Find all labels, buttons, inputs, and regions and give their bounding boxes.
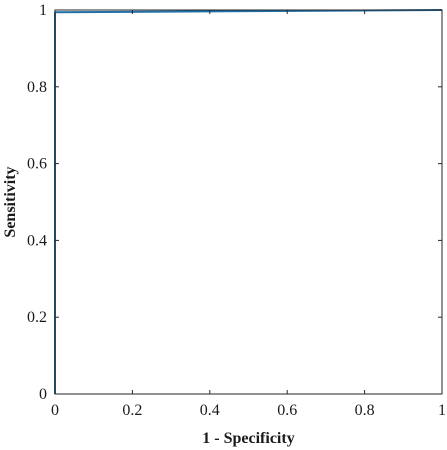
- x-tick-label: 0.8: [355, 402, 375, 419]
- y-tick-label: 1: [39, 2, 47, 19]
- y-tick-label: 0.6: [27, 156, 47, 173]
- x-tick-label: 0: [51, 402, 59, 419]
- y-axis-title: Sensitivity: [2, 166, 19, 237]
- x-tick-label: 0.4: [200, 402, 220, 419]
- y-tick-label: 0.2: [27, 309, 47, 326]
- x-tick-label: 0.2: [122, 402, 142, 419]
- y-tick-label: 0.8: [27, 79, 47, 96]
- y-axis-ticks: 0 0.2 0.4 0.6 0.8 1: [27, 2, 442, 403]
- plot-background: [55, 10, 442, 394]
- y-tick-label: 0.4: [27, 232, 47, 249]
- x-tick-label: 0.6: [277, 402, 297, 419]
- x-axis-title: 1 - Specificity: [202, 430, 294, 447]
- y-tick-label: 0: [39, 386, 47, 403]
- x-axis-ticks: 0 0.2 0.4 0.6 0.8 1: [51, 10, 446, 419]
- x-tick-label: 1: [438, 402, 446, 419]
- plot-frame: [54, 9, 443, 395]
